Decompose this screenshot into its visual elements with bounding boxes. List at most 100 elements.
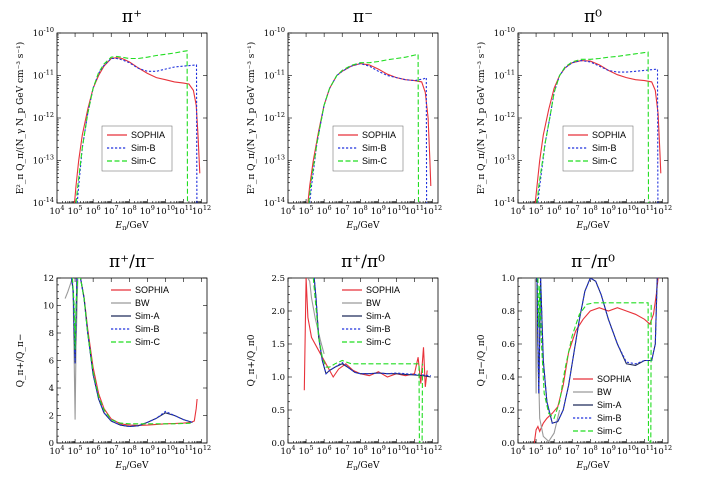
x-tick-label: 1011 <box>174 204 193 217</box>
x-tick-label: 109 <box>371 204 386 217</box>
y-tick-label: 10-12 <box>33 111 54 124</box>
y-tick-label: 0.2 <box>501 406 515 416</box>
x-tick-label: 109 <box>601 444 616 457</box>
series-line-simb <box>76 57 198 203</box>
y-tick-label: 8 <box>49 329 54 339</box>
y-tick-label: 6 <box>49 357 54 367</box>
x-tick-label: 1011 <box>635 204 654 217</box>
y-tick-label: 0.8 <box>501 307 515 317</box>
x-tick-label: 106 <box>547 444 562 457</box>
x-axis-label: Eπ/GeV <box>115 461 149 472</box>
y-tick-label: 10-10 <box>33 26 54 39</box>
x-tick-label: 106 <box>547 204 562 217</box>
series-line-bw <box>64 278 81 420</box>
legend-entry: SOPHIA <box>362 130 396 140</box>
y-tick-label: 10-14 <box>494 196 515 209</box>
y-tick-label: 10-13 <box>264 154 285 167</box>
legend-box <box>332 125 404 172</box>
x-tick-label: 107 <box>335 204 350 217</box>
x-tick-label: 109 <box>140 204 155 217</box>
x-tick-label: 107 <box>104 444 119 457</box>
legend-entry: Sim-A <box>135 311 160 321</box>
x-tick-label: 1012 <box>653 444 672 457</box>
x-tick-label: 107 <box>565 204 580 217</box>
series-line-sima <box>70 278 193 428</box>
y-tick-label: 4 <box>49 384 54 394</box>
legend-entry: Sim-C <box>592 156 617 166</box>
x-tick-label: 104 <box>50 444 65 457</box>
plot-frame <box>287 277 439 444</box>
x-tick-label: 108 <box>583 444 598 457</box>
legend-entry: Sim-A <box>597 400 622 410</box>
y-axis-label: E²_π Q_π/(N_γ N_p GeV cm⁻³ s⁻¹) <box>246 42 257 195</box>
x-tick-label: 106 <box>317 204 332 217</box>
legend-entry: Sim-A <box>366 311 391 321</box>
y-tick-label: 0.0 <box>501 439 515 449</box>
y-tick-label: 1.0 <box>501 274 515 284</box>
x-tick-label: 108 <box>353 204 368 217</box>
series-line-bw <box>307 278 325 355</box>
chart-title: π⁻ <box>353 7 373 27</box>
x-tick-label: 1012 <box>192 444 211 457</box>
y-tick-label: 10-14 <box>264 196 285 209</box>
x-tick-label: 105 <box>299 204 314 217</box>
x-tick-label: 108 <box>122 204 137 217</box>
x-tick-label: 1012 <box>423 444 442 457</box>
x-tick-label: 1010 <box>387 444 406 457</box>
x-tick-label: 1010 <box>617 204 636 217</box>
y-tick-label: 2 <box>49 412 54 422</box>
legend-entry: BW <box>366 298 381 308</box>
x-tick-label: 104 <box>50 204 65 217</box>
series-line-simc <box>536 51 650 203</box>
y-tick-label: 10-12 <box>494 111 515 124</box>
y-tick-label: 10-13 <box>33 154 54 167</box>
y-tick-label: 0.0 <box>271 439 285 449</box>
y-tick-label: 10-12 <box>264 111 285 124</box>
x-tick-label: 106 <box>317 444 332 457</box>
y-axis-label: Q_π−/Q_π0 <box>477 334 487 386</box>
x-tick-label: 1012 <box>423 204 442 217</box>
x-tick-label: 104 <box>511 204 526 217</box>
series-line-simc <box>308 53 420 203</box>
x-tick-label: 109 <box>601 204 616 217</box>
x-tick-label: 105 <box>529 444 544 457</box>
x-tick-label: 106 <box>86 444 101 457</box>
x-tick-label: 108 <box>353 444 368 457</box>
series-line-bw <box>534 278 561 443</box>
y-tick-label: 0.4 <box>501 373 515 383</box>
y-tick-label: 10-11 <box>494 69 515 82</box>
x-tick-label: 1010 <box>156 444 175 457</box>
legend-entry: SOPHIA <box>366 285 400 295</box>
y-axis-label: Q_π+/Q_π− <box>16 334 26 388</box>
x-tick-label: 104 <box>511 444 526 457</box>
legend-box <box>562 125 634 172</box>
series-line-simb <box>313 278 431 377</box>
y-tick-label: 2.0 <box>271 307 285 317</box>
y-tick-label: 10-11 <box>264 69 285 82</box>
chart-title: π⁺/π⁰ <box>341 252 385 272</box>
legend-entry: SOPHIA <box>135 285 169 295</box>
y-tick-label: 12 <box>43 274 54 284</box>
y-tick-label: 1.0 <box>271 373 285 383</box>
x-tick-label: 1011 <box>405 444 424 457</box>
x-tick-label: 1012 <box>192 204 211 217</box>
series-line-sophia <box>73 57 201 203</box>
chart-title: π⁻/π⁰ <box>571 252 615 272</box>
x-tick-label: 1010 <box>387 204 406 217</box>
legend-entry: Sim-B <box>366 324 391 334</box>
x-tick-label: 109 <box>371 444 386 457</box>
x-axis-label: Eπ/GeV <box>346 221 380 232</box>
y-tick-label: 1.5 <box>271 340 285 350</box>
x-tick-label: 105 <box>68 444 83 457</box>
series-line-simb <box>536 278 658 424</box>
legend-entry: Sim-B <box>131 143 156 153</box>
y-tick-label: 10-11 <box>33 69 54 82</box>
series-line-simc <box>71 278 193 425</box>
legend-entry: Sim-C <box>362 156 387 166</box>
y-tick-label: 2.5 <box>271 274 285 284</box>
x-tick-label: 105 <box>529 204 544 217</box>
x-tick-label: 1011 <box>635 444 654 457</box>
